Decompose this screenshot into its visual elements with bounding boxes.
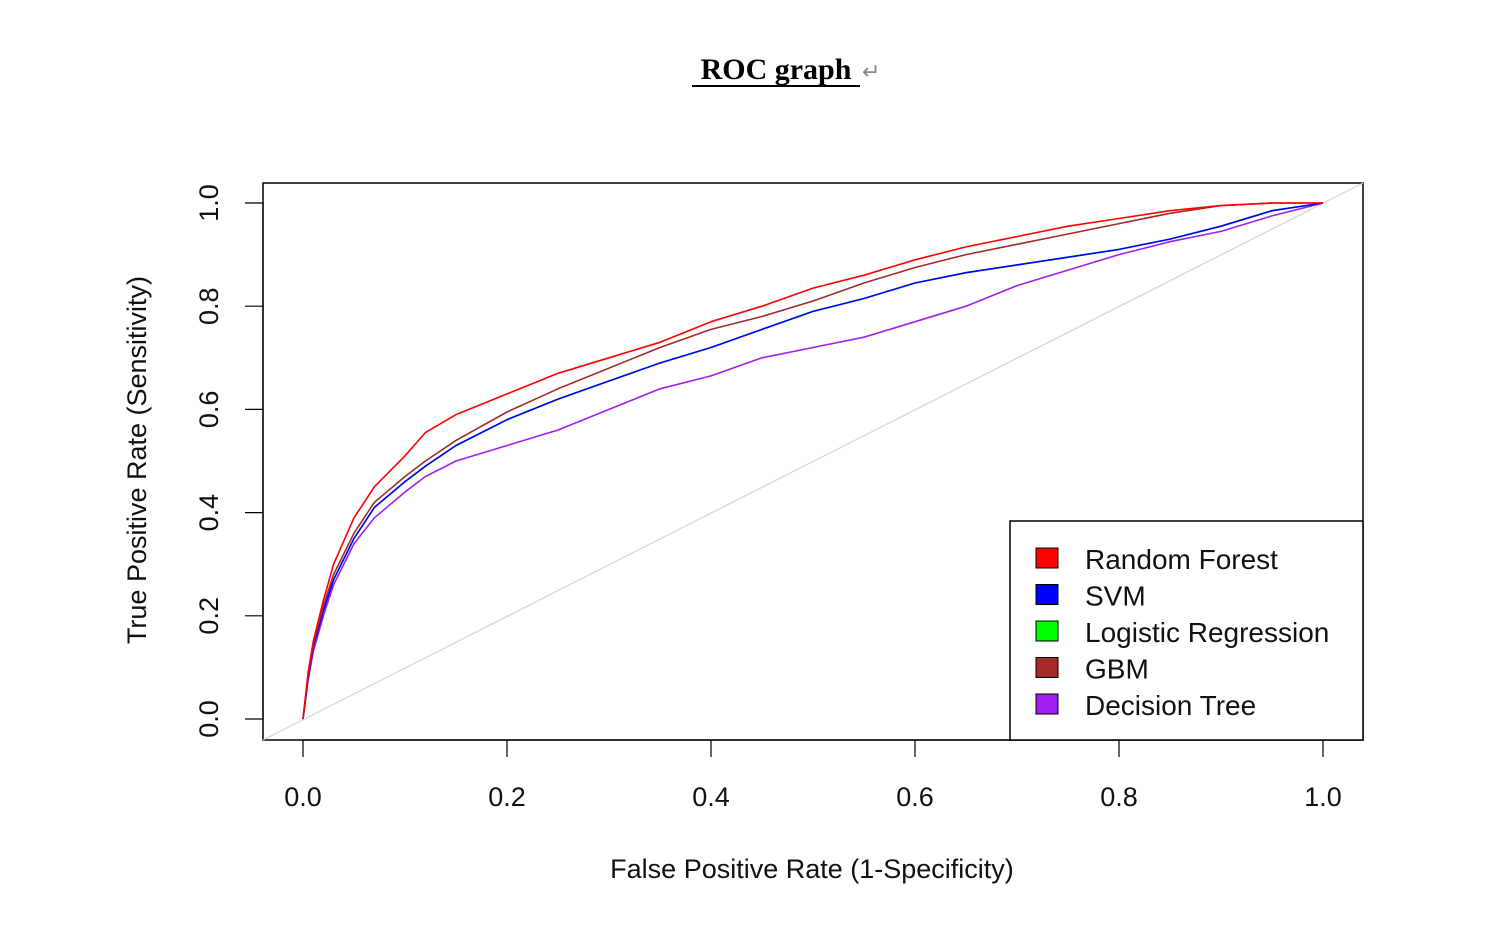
x-tick-label: 0.4 bbox=[692, 782, 730, 812]
axis-layer: 0.0 0.2 0.4 0.6 0.8 1.0 0.0 0.2 0.4 0.6 0.8 1.0 bbox=[194, 184, 1342, 812]
x-axis-label: False Positive Rate (1-Specificity) bbox=[610, 854, 1014, 884]
legend: Random Forest SVM Logistic Regression GBM De… bbox=[1009, 520, 1364, 741]
legend-swatch bbox=[1035, 547, 1059, 569]
series-line-decision-tree bbox=[302, 202, 1324, 720]
title-paragraph-mark: ↵ bbox=[862, 59, 880, 84]
y-tick-label: 0.0 bbox=[194, 700, 224, 738]
series-line-random-forest bbox=[302, 202, 1323, 720]
y-tick-label: 0.6 bbox=[194, 391, 224, 429]
x-tick-label: 1.0 bbox=[1304, 782, 1342, 812]
legend-swatch bbox=[1035, 657, 1059, 678]
y-tick-label: 0.2 bbox=[194, 597, 224, 635]
legend-swatch bbox=[1035, 693, 1059, 715]
y-tick-label: 1.0 bbox=[194, 184, 224, 222]
reference-diagonal-line bbox=[262, 182, 1364, 741]
legend-swatch bbox=[1035, 620, 1059, 642]
legend-label: Logistic Regression bbox=[1085, 617, 1329, 648]
y-tick-label: 0.8 bbox=[194, 287, 224, 325]
x-tick-label: 0.0 bbox=[284, 782, 322, 812]
legend-box bbox=[1009, 520, 1364, 741]
y-axis-label: True Positive Rate (Sensitivity) bbox=[122, 276, 152, 644]
x-tick-label: 0.2 bbox=[488, 782, 526, 812]
legend-label: Decision Tree bbox=[1085, 690, 1256, 721]
chart-title: ROC graph bbox=[701, 53, 852, 86]
y-tick-label: 0.4 bbox=[194, 494, 224, 532]
series-layer bbox=[302, 202, 1324, 720]
reference-line-layer bbox=[262, 182, 1364, 741]
x-tick-label: 0.8 bbox=[1100, 782, 1138, 812]
legend-label: Random Forest bbox=[1085, 544, 1278, 575]
legend-label: SVM bbox=[1085, 581, 1146, 612]
x-tick-label: 0.6 bbox=[896, 782, 934, 812]
series-line-svm bbox=[302, 202, 1324, 720]
legend-swatch bbox=[1035, 584, 1059, 605]
legend-label: GBM bbox=[1085, 654, 1149, 685]
series-line-gbm bbox=[302, 202, 1323, 720]
